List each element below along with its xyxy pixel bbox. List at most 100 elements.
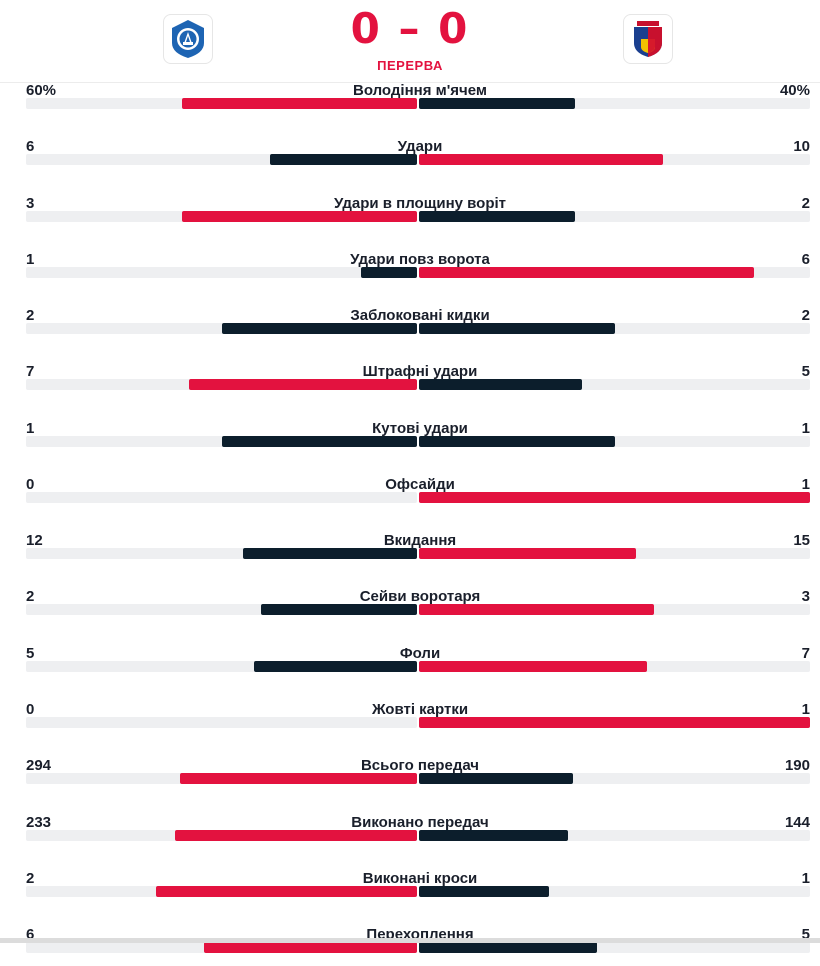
home-bar-track	[26, 435, 417, 447]
stat-row: 1 Удари повз ворота 6	[0, 251, 820, 291]
home-bar	[253, 660, 417, 672]
stat-row: 0 Офсайди 1	[0, 476, 820, 516]
home-bar-track	[26, 210, 417, 222]
away-value: 144	[784, 813, 810, 831]
away-bar-track	[419, 266, 810, 278]
away-bar-track	[419, 548, 810, 560]
away-value: 2	[801, 194, 810, 212]
home-value: 12	[26, 532, 43, 550]
away-value: 40%	[779, 82, 810, 99]
home-bar	[182, 98, 417, 109]
away-bar	[419, 660, 647, 672]
away-value: 5	[801, 926, 810, 944]
away-bar-track	[419, 604, 810, 616]
away-bar-track	[419, 942, 810, 954]
stat-label: Офсайди	[385, 475, 455, 493]
home-value: 7	[26, 363, 35, 381]
stat-label: Удари повз ворота	[350, 250, 490, 268]
away-value: 2	[801, 307, 810, 325]
home-bar-track	[26, 773, 417, 785]
stat-row: 2 Виконані кроси 1	[0, 870, 820, 910]
away-bar	[419, 942, 597, 954]
away-value: 190	[784, 757, 810, 775]
away-bar-track	[419, 379, 810, 391]
away-bar	[419, 154, 664, 166]
stat-label: Жовті картки	[371, 700, 469, 718]
home-bar-track	[26, 154, 417, 166]
away-bar-track	[419, 98, 810, 109]
match-score: 0 – 0	[350, 4, 470, 53]
away-bar	[419, 435, 615, 447]
stat-label: Володіння м'ячем	[352, 82, 487, 99]
home-bar-track	[26, 885, 417, 897]
stat-label: Кутові удари	[372, 419, 468, 437]
match-status: ПЕРЕРВА	[377, 58, 443, 73]
home-bar-track	[26, 266, 417, 278]
home-value: 6	[26, 926, 35, 944]
away-bar	[419, 98, 576, 109]
stat-label: Штрафні удари	[362, 363, 478, 381]
stat-row: 2 Сейви воротаря 3	[0, 588, 820, 628]
away-bar-track	[419, 210, 810, 222]
home-value: 6	[26, 138, 35, 156]
away-bar	[419, 604, 654, 616]
stat-row: 3 Удари в площину воріт 2	[0, 195, 820, 235]
away-value: 5	[801, 363, 810, 381]
stat-row: 294 Всього передач 190	[0, 757, 820, 797]
stat-row: 60% Володіння м'ячем 40%	[0, 82, 820, 122]
away-bar-track	[419, 435, 810, 447]
home-value: 3	[26, 194, 35, 212]
stat-label: Сейви воротаря	[359, 588, 481, 606]
away-value: 15	[793, 532, 810, 550]
viktoria-plzen-logo-icon[interactable]	[623, 14, 673, 64]
stat-row: 2 Заблоковані кидки 2	[0, 307, 820, 347]
home-value: 0	[26, 475, 35, 493]
away-value: 6	[801, 250, 810, 268]
stat-row: 6 Перехоплення 5	[0, 926, 820, 966]
home-bar-track	[26, 491, 417, 503]
home-bar-track	[26, 660, 417, 672]
away-value: 1	[801, 475, 810, 493]
home-bar	[361, 266, 417, 278]
away-value: 1	[801, 700, 810, 718]
away-bar	[419, 829, 569, 841]
away-bar	[419, 885, 550, 897]
dynamo-kyiv-logo-icon[interactable]	[163, 14, 213, 64]
home-bar-track	[26, 548, 417, 560]
away-bar-track	[419, 323, 810, 335]
home-bar	[203, 942, 417, 954]
home-bar	[156, 885, 417, 897]
away-bar	[419, 323, 615, 335]
match-header: 0 – 0 ПЕРЕРВА	[0, 0, 820, 83]
away-bar-track	[419, 660, 810, 672]
home-bar	[270, 154, 417, 166]
away-value: 1	[801, 869, 810, 887]
home-bar	[175, 829, 417, 841]
stat-row: 6 Удари 10	[0, 138, 820, 178]
bottom-divider	[0, 938, 820, 943]
away-bar-track	[419, 491, 810, 503]
away-bar	[419, 379, 583, 391]
stat-label: Всього передач	[360, 757, 480, 775]
stat-row: 1 Кутові удари 1	[0, 420, 820, 460]
stat-label: Виконані кроси	[362, 869, 478, 887]
home-value: 2	[26, 307, 35, 325]
stat-label: Заблоковані кидки	[350, 307, 490, 325]
home-bar	[179, 773, 417, 785]
stat-row: 12 Вкидання 15	[0, 532, 820, 572]
away-bar-track	[419, 773, 810, 785]
home-bar-track	[26, 716, 417, 728]
stat-row: 5 Фоли 7	[0, 645, 820, 685]
home-value: 60%	[26, 82, 57, 99]
stat-row: 0 Жовті картки 1	[0, 701, 820, 741]
home-bar-track	[26, 604, 417, 616]
stat-label: Фоли	[399, 644, 441, 662]
stat-label: Удари	[397, 138, 443, 156]
home-bar-track	[26, 829, 417, 841]
stat-row: 233 Виконано передач 144	[0, 814, 820, 854]
away-bar-track	[419, 154, 810, 166]
home-value: 0	[26, 700, 35, 718]
home-bar	[243, 548, 417, 560]
away-bar	[419, 491, 810, 503]
away-bar-track	[419, 716, 810, 728]
